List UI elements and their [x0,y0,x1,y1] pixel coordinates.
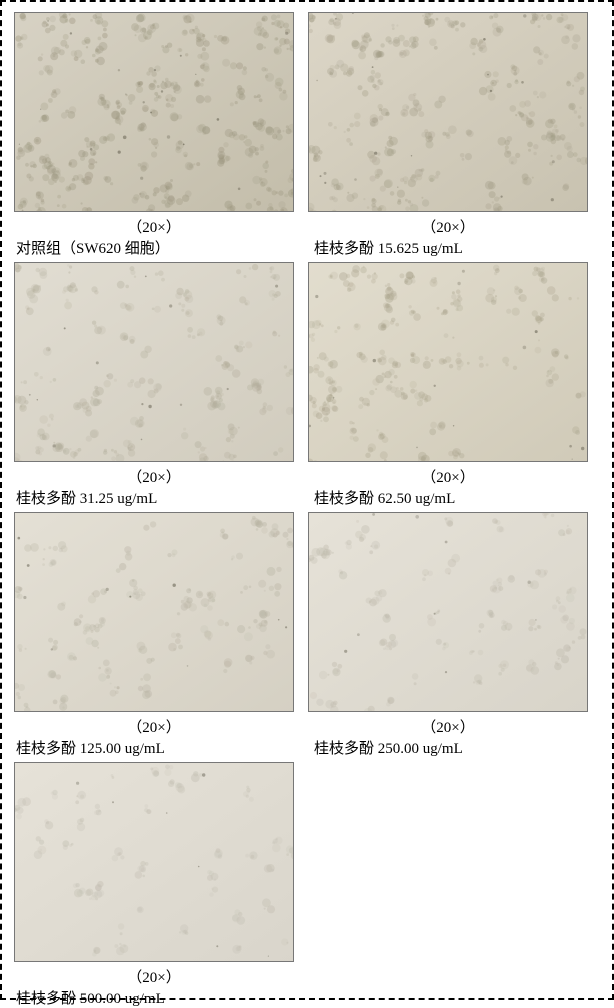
panel-62p5: （20×） 桂枝多酚 62.50 ug/mL [308,262,588,508]
caption-500: 桂枝多酚 500.00 ug/mL [14,987,165,1008]
caption-control: 对照组（SW620 细胞） [14,237,170,258]
magnification-label: （20×） [127,216,180,237]
panel-15p625: （20×） 桂枝多酚 15.625 ug/mL [308,12,588,258]
micrograph-31p25 [14,262,294,462]
caption-31p25: 桂枝多酚 31.25 ug/mL [14,487,157,508]
magnification-label: （20×） [127,966,180,987]
micrograph-15p625 [308,12,588,212]
panel-control: （20×） 对照组（SW620 细胞） [14,12,294,258]
micrograph-125 [14,512,294,712]
magnification-label: （20×） [127,466,180,487]
panel-125: （20×） 桂枝多酚 125.00 ug/mL [14,512,294,758]
micrograph-control [14,12,294,212]
caption-62p5: 桂枝多酚 62.50 ug/mL [308,487,455,508]
micrograph-62p5 [308,262,588,462]
micrograph-250 [308,512,588,712]
panel-500: （20×） 桂枝多酚 500.00 ug/mL [14,762,294,1008]
magnification-label: （20×） [127,716,180,737]
caption-125: 桂枝多酚 125.00 ug/mL [14,737,165,758]
row-2: （20×） 桂枝多酚 31.25 ug/mL （20×） 桂枝多酚 62.50 … [14,262,600,508]
row-1: （20×） 对照组（SW620 细胞） （20×） 桂枝多酚 15.625 ug… [14,12,600,258]
caption-250: 桂枝多酚 250.00 ug/mL [308,737,463,758]
micrograph-500 [14,762,294,962]
magnification-label: （20×） [421,466,474,487]
row-3: （20×） 桂枝多酚 125.00 ug/mL （20×） 桂枝多酚 250.0… [14,512,600,758]
panel-250: （20×） 桂枝多酚 250.00 ug/mL [308,512,588,758]
magnification-label: （20×） [421,716,474,737]
figure-frame: （20×） 对照组（SW620 细胞） （20×） 桂枝多酚 15.625 ug… [0,0,614,1000]
caption-15p625: 桂枝多酚 15.625 ug/mL [308,237,463,258]
row-4: （20×） 桂枝多酚 500.00 ug/mL [14,762,600,1008]
panel-31p25: （20×） 桂枝多酚 31.25 ug/mL [14,262,294,508]
magnification-label: （20×） [421,216,474,237]
